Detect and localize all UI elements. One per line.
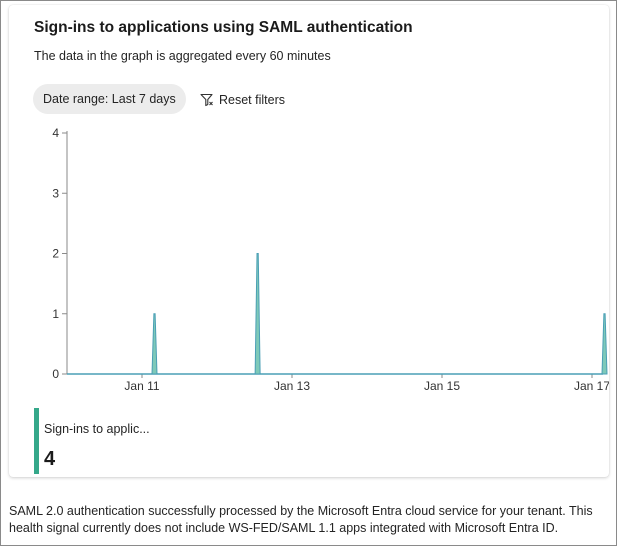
date-range-button[interactable]: Date range: Last 7 days (33, 84, 186, 114)
chart-card: Sign-ins to applications using SAML auth… (9, 5, 609, 477)
legend-item[interactable]: Sign-ins to applic... 4 (34, 408, 234, 474)
y-tick-label: 4 (52, 126, 59, 140)
y-tick-label: 0 (52, 367, 59, 381)
sign-ins-chart: 0 1 2 3 4 Jan 11 Jan 13 Jan 15 Jan 17 (52, 126, 609, 393)
series-spike (151, 313, 158, 375)
series-spike (601, 313, 608, 375)
x-tick-label: Jan 17 (574, 379, 609, 393)
legend-value: 4 (44, 448, 56, 470)
y-tick-label: 1 (52, 307, 59, 321)
y-tick-label: 3 (52, 186, 59, 200)
y-tick-label: 2 (52, 247, 59, 261)
x-tick-label: Jan 15 (424, 379, 460, 393)
x-tick-label: Jan 11 (124, 379, 159, 393)
reset-filters-button[interactable]: Reset filters (199, 89, 285, 111)
legend-label: Sign-ins to applic... (44, 422, 150, 436)
x-tick-label: Jan 13 (274, 379, 310, 393)
x-axis: Jan 11 Jan 13 Jan 15 Jan 17 (67, 373, 609, 393)
series-spike (254, 253, 261, 375)
card-subtitle: The data in the graph is aggregated ever… (34, 49, 331, 63)
y-axis: 0 1 2 3 4 (52, 126, 68, 381)
filter-reset-icon (200, 93, 213, 107)
health-signal-description: SAML 2.0 authentication successfully pro… (9, 504, 593, 535)
reset-filters-label: Reset filters (219, 93, 285, 107)
card-title: Sign-ins to applications using SAML auth… (34, 19, 413, 36)
legend-color-bar (34, 408, 39, 474)
series-area (67, 253, 608, 375)
